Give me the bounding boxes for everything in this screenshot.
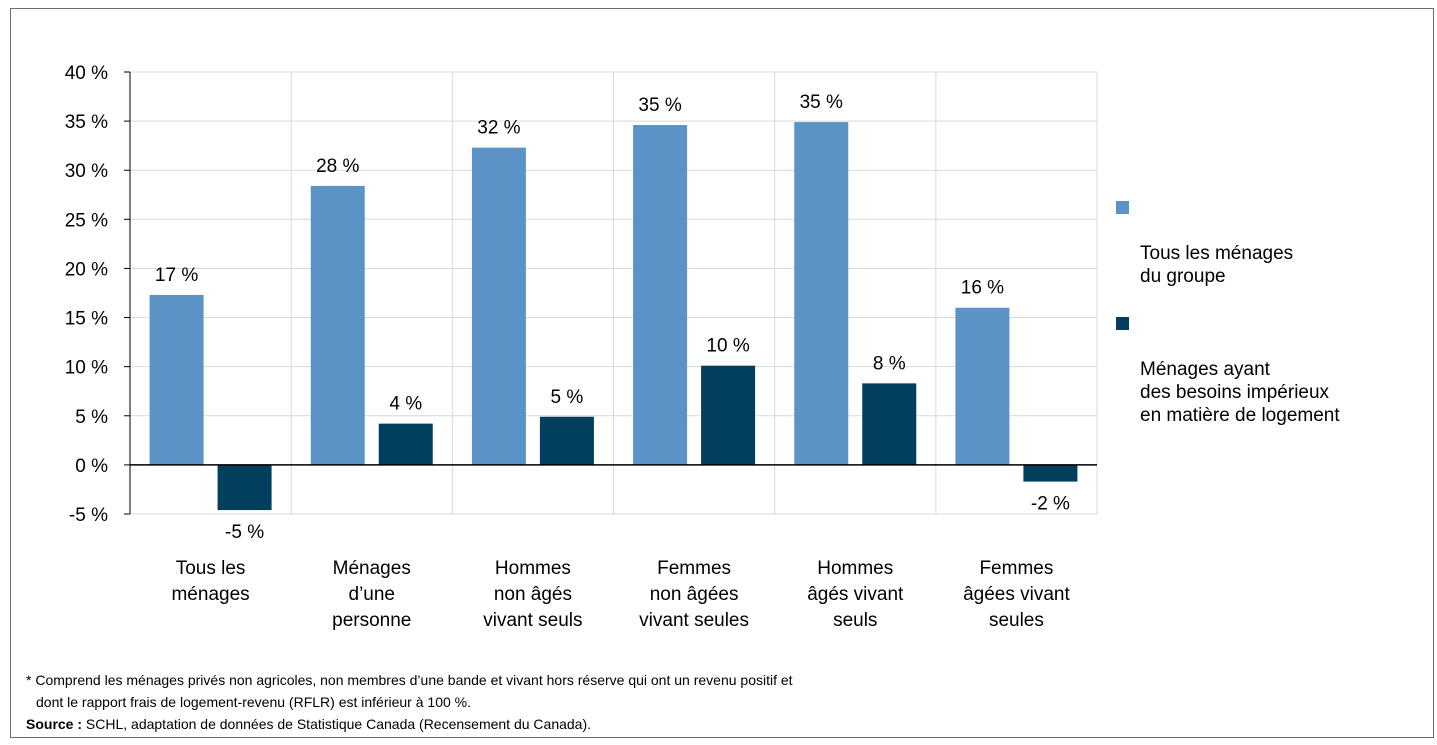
source-line: Source : SCHL, adaptation de données de …: [26, 713, 793, 735]
y-tick-label: 40 %: [65, 63, 108, 84]
y-tick-label: 5 %: [75, 407, 108, 428]
data-label: -2 %: [1031, 494, 1070, 515]
data-label: 35 %: [638, 95, 681, 116]
data-label: 32 %: [477, 118, 520, 139]
footnote-line-2: dont le rapport frais de logement-revenu…: [36, 694, 471, 710]
chart-notes: * Comprend les ménages privés non agrico…: [26, 669, 793, 735]
x-tick-label: vivant seules: [639, 610, 749, 631]
y-tick-label: 0 %: [75, 456, 108, 477]
source-text: SCHL, adaptation de données de Statistiq…: [82, 716, 592, 732]
x-tick-label: âgés vivant: [807, 584, 904, 605]
x-tick-label: âgées vivant: [963, 584, 1070, 605]
data-label: 10 %: [706, 336, 749, 357]
x-tick-label: personne: [332, 610, 411, 631]
x-tick-label: Femmes: [979, 558, 1053, 579]
x-tick-label: d’une: [349, 584, 396, 605]
x-tick-label: Ménages: [333, 558, 411, 579]
data-label: 28 %: [316, 156, 359, 177]
bar-core-need: [1023, 464, 1078, 482]
legend-swatch-dark-blue: [1116, 317, 1129, 330]
legend-item-all-households: Tous les ménages du groupe: [1116, 196, 1416, 288]
data-label: 16 %: [961, 278, 1004, 299]
source-label: Source :: [26, 716, 83, 732]
y-tick-label: 25 %: [65, 210, 108, 231]
bar-all-households: [149, 294, 204, 465]
bar-all-households: [310, 185, 365, 465]
data-label: 8 %: [873, 353, 906, 374]
x-tick-label: Tous les: [176, 558, 246, 579]
x-tick-label: Hommes: [817, 558, 893, 579]
x-tick-label: vivant seuls: [483, 610, 582, 631]
data-label: 35 %: [800, 92, 843, 113]
bar-core-need: [378, 423, 433, 465]
x-tick-label: seules: [989, 610, 1044, 631]
data-label: 4 %: [389, 394, 422, 415]
x-tick-label: non âgées: [650, 584, 739, 605]
bar-all-households: [633, 125, 688, 465]
bar-all-households: [955, 307, 1010, 465]
chart-frame: [10, 8, 1434, 738]
y-tick-label: 30 %: [65, 161, 108, 182]
bar-all-households: [471, 147, 526, 465]
legend-label-core-need: Ménages ayant des besoins impérieux en m…: [1140, 359, 1340, 426]
x-tick-label: non âgés: [494, 584, 572, 605]
data-label: -5 %: [225, 522, 264, 543]
bar-core-need: [539, 416, 594, 465]
data-label: 17 %: [155, 265, 198, 286]
bar-all-households: [794, 122, 849, 465]
footnote-line-1: * Comprend les ménages privés non agrico…: [26, 672, 793, 688]
legend-label-all-households: Tous les ménages du groupe: [1140, 243, 1294, 287]
y-tick-label: -5 %: [69, 505, 108, 526]
bar-core-need: [217, 464, 272, 511]
legend-swatch-light-blue: [1116, 201, 1129, 214]
legend: Tous les ménages du groupe Ménages ayant…: [1116, 196, 1416, 451]
data-label: 5 %: [551, 387, 584, 408]
x-tick-label: Femmes: [657, 558, 731, 579]
y-tick-label: 15 %: [65, 309, 108, 330]
bar-core-need: [862, 383, 917, 465]
legend-item-core-need: Ménages ayant des besoins impérieux en m…: [1116, 312, 1416, 427]
x-tick-label: seuls: [833, 610, 877, 631]
y-tick-label: 35 %: [65, 112, 108, 133]
y-tick-label: 20 %: [65, 259, 108, 280]
x-tick-label: ménages: [171, 584, 249, 605]
x-tick-label: Hommes: [495, 558, 571, 579]
bar-core-need: [701, 365, 756, 465]
y-tick-label: 10 %: [65, 358, 108, 379]
